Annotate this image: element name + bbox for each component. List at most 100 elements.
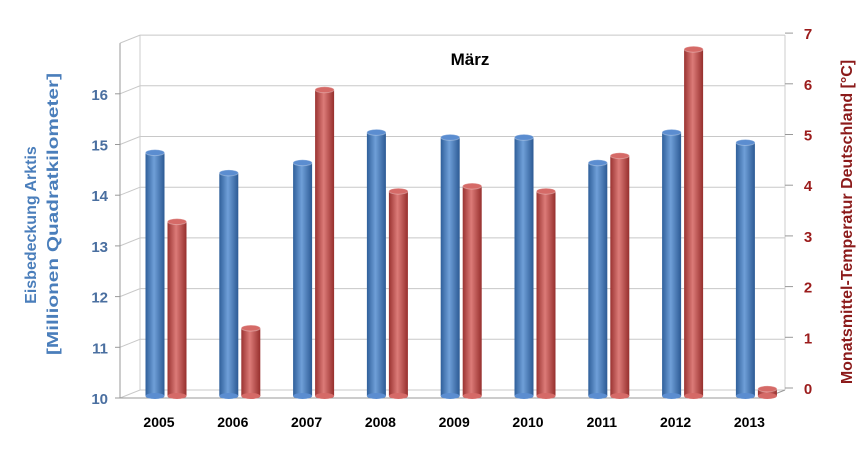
bar-eisbedeckung-2010 (514, 133, 534, 399)
bar-temperatur-2010-top (536, 187, 556, 195)
bar-temperatur-2007 (314, 86, 335, 399)
bar-temperatur-2006-top (240, 324, 261, 332)
bar-temperatur-2005-base (167, 393, 187, 399)
left-axis-title-line2: [Millionen Quadratkilometer] (45, 73, 62, 355)
bar-eisbedeckung-2011 (587, 159, 608, 399)
bar-temperatur-2013-body (757, 388, 777, 396)
bar-temperatur-2010-body (536, 191, 556, 396)
bar-temperatur-2008 (388, 187, 409, 399)
bar-temperatur-2012-base (684, 393, 704, 399)
bar-temperatur-2012-body (684, 49, 704, 397)
bar-temperatur-2009-top (462, 182, 483, 190)
bar-eisbedeckung-2006-body (219, 172, 239, 396)
bar-eisbedeckung-2010-top (514, 133, 534, 141)
left-tick-label: 12 (91, 290, 108, 307)
bar-temperatur-2007-base (315, 393, 335, 399)
bar-eisbedeckung-2012-base (662, 393, 682, 399)
bar-temperatur-2005 (167, 218, 187, 399)
bar-temperatur-2009-body (462, 186, 482, 396)
bar-temperatur-2013 (757, 385, 778, 399)
chart-title: März (451, 50, 490, 69)
bar-temperatur-2009-base (462, 393, 482, 399)
bar-temperatur-2010 (536, 187, 556, 399)
bar-eisbedeckung-2007 (292, 159, 313, 399)
bar-eisbedeckung-2013-top (735, 139, 756, 146)
bar-eisbedeckung-2013-base (735, 393, 755, 399)
right-tick-label: 2 (804, 280, 812, 297)
bar-eisbedeckung-2013-body (735, 142, 755, 396)
x-tick-label: 2006 (217, 414, 248, 430)
bar-eisbedeckung-2011-body (588, 162, 608, 396)
bar-eisbedeckung-2012-top (661, 128, 682, 136)
bar-eisbedeckung-2005-base (145, 393, 165, 399)
bar-eisbedeckung-2005-top (145, 149, 165, 157)
bar-eisbedeckung-2006 (218, 169, 239, 399)
bar-eisbedeckung-2006-base (219, 393, 239, 399)
right-tick-label: 1 (804, 330, 812, 347)
bar-eisbedeckung-2006-top (218, 169, 239, 177)
x-tick-label: 2010 (512, 414, 543, 430)
bar-temperatur-2012 (683, 45, 704, 399)
bar-temperatur-2011-body (610, 155, 630, 396)
bar-eisbedeckung-2008-body (366, 132, 386, 397)
bar-eisbedeckung-2005-body (145, 152, 165, 396)
bar-temperatur-2006-body (241, 328, 261, 396)
bar-temperatur-2011-top (609, 152, 630, 160)
left-tick-label: 13 (91, 239, 108, 256)
bar-eisbedeckung-2008-top (366, 128, 387, 136)
bar-temperatur-2013-base (757, 393, 777, 399)
x-tick-label: 2005 (143, 414, 174, 430)
x-tick-label: 2011 (587, 414, 618, 430)
bar-eisbedeckung-2008 (366, 128, 387, 399)
bar-eisbedeckung-2013 (735, 139, 756, 399)
bar-eisbedeckung-2008-base (366, 393, 386, 399)
left-tick-label: 16 (91, 87, 108, 104)
bar-temperatur-2006 (240, 324, 261, 399)
x-tick-label: 2012 (660, 414, 691, 430)
bar-temperatur-2008-body (388, 191, 408, 396)
bar-eisbedeckung-2009-top (440, 133, 461, 141)
bar-eisbedeckung-2010-body (514, 137, 534, 396)
bar-temperatur-2012-top (683, 45, 704, 53)
bar-temperatur-2007-body (315, 89, 335, 397)
right-tick-label: 5 (804, 128, 812, 145)
bar-eisbedeckung-2009-body (440, 137, 460, 396)
x-tick-label: 2008 (365, 414, 396, 430)
right-tick-label: 3 (804, 229, 812, 246)
bar-eisbedeckung-2009 (440, 133, 461, 399)
bar-temperatur-2008-base (388, 393, 408, 399)
right-tick-label: 4 (804, 178, 813, 195)
bar-eisbedeckung-2012-body (662, 132, 682, 397)
left-tick-label: 11 (92, 340, 108, 357)
right-axis-title: Monatsmittel-Temperatur Deutschland [°C] (839, 60, 856, 384)
bar-temperatur-2006-base (241, 393, 261, 399)
left-tick-label: 10 (91, 391, 108, 408)
bar-temperatur-2009 (462, 182, 483, 399)
bar-temperatur-2011-base (610, 393, 630, 399)
bar-eisbedeckung-2007-base (293, 393, 313, 399)
bar-temperatur-2007-top (314, 86, 335, 94)
right-tick-label: 7 (804, 26, 812, 43)
bar-temperatur-2010-base (536, 393, 556, 399)
right-tick-label: 6 (804, 77, 812, 94)
bar-eisbedeckung-2009-base (440, 393, 460, 399)
bar-eisbedeckung-2011-base (588, 393, 608, 399)
bar-temperatur-2013-top (757, 385, 778, 393)
x-tick-label: 2007 (291, 414, 322, 430)
bar-temperatur-2005-top (167, 218, 187, 226)
bar-eisbedeckung-2011-top (587, 159, 608, 167)
x-tick-label: 2009 (439, 414, 470, 430)
bar-eisbedeckung-2012 (661, 128, 682, 399)
bar-eisbedeckung-2007-body (293, 162, 313, 396)
bar-eisbedeckung-2010-base (514, 393, 534, 399)
left-tick-label: 14 (91, 188, 108, 205)
bar-temperatur-2005-body (167, 221, 187, 396)
gridline (119, 34, 785, 44)
left-axis-title-line1: Eisbedeckung Arktis (23, 146, 40, 304)
x-tick-label: 2013 (734, 414, 765, 430)
left-tick-label: 15 (91, 138, 108, 155)
bar-eisbedeckung-2007-top (292, 159, 313, 167)
bar-temperatur-2011 (609, 152, 630, 399)
bar-temperatur-2008-top (388, 187, 409, 195)
